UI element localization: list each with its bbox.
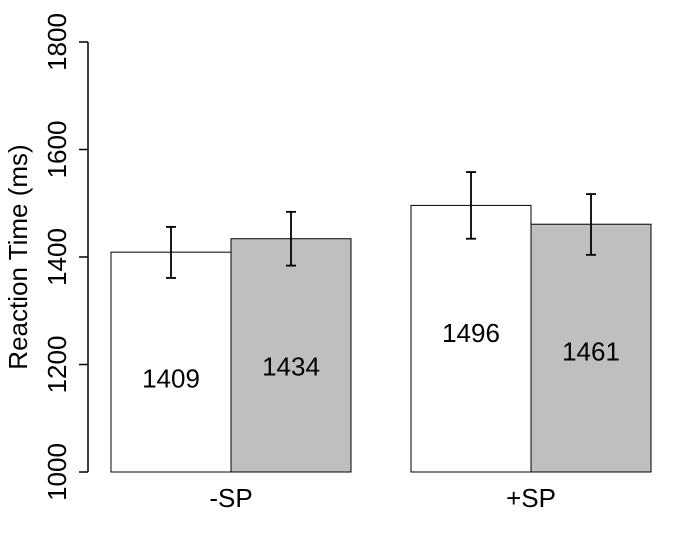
x-tick-label: -SP (209, 483, 252, 513)
data-labels: 1409 1434 1496 1461 (142, 318, 620, 394)
bar (230, 238, 352, 473)
y-tick-label: 1400 (42, 228, 72, 286)
y-axis: 1000 1200 1400 1600 1800 (42, 13, 89, 501)
bar (110, 251, 232, 473)
x-tick-label: +SP (506, 483, 556, 513)
y-tick-label: 1000 (42, 443, 72, 501)
bar-value-label: 1461 (562, 337, 620, 367)
error-bars (166, 171, 596, 279)
bar (410, 204, 532, 473)
y-tick-label: 1200 (42, 336, 72, 394)
bar-value-label: 1409 (142, 364, 200, 394)
y-tick-label: 1600 (42, 121, 72, 179)
y-tick-label: 1800 (42, 13, 72, 71)
bar-value-label: 1496 (442, 318, 500, 348)
y-axis-label: Reaction Time (ms) (3, 144, 33, 369)
bar-value-label: 1434 (262, 352, 320, 382)
x-axis-labels: -SP +SP (209, 483, 556, 513)
